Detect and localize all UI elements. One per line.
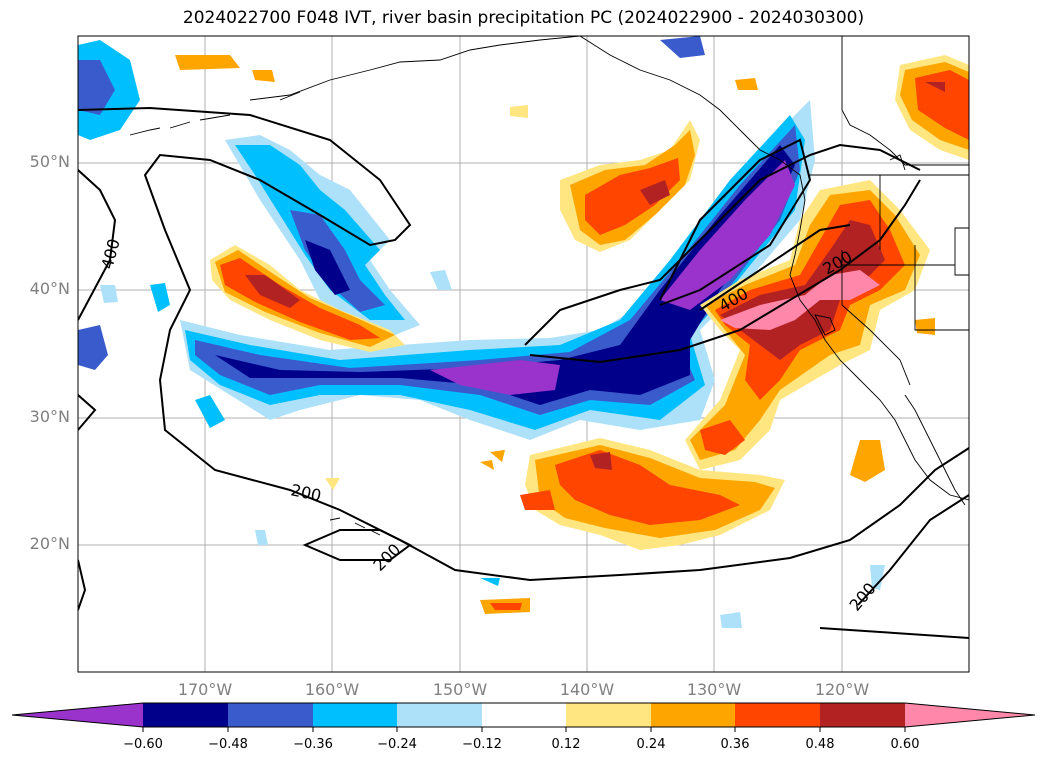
positive-pc-west-band <box>175 55 528 352</box>
lat-label: 30°N <box>29 407 70 426</box>
colorbar-tick-label: 0.12 <box>551 737 581 752</box>
lon-label: 160°W <box>304 680 360 699</box>
ivt-contours <box>78 106 969 639</box>
lat-label: 40°N <box>29 279 70 298</box>
colorbar-tick-label: −0.12 <box>462 737 502 752</box>
lon-label: 140°W <box>559 680 615 699</box>
colorbar-segment-8 <box>651 703 735 727</box>
lon-label: 150°W <box>432 680 488 699</box>
coastlines <box>129 36 969 536</box>
colorbar-segment-2 <box>143 703 228 727</box>
colorbar-segment-9 <box>735 703 820 727</box>
colorbar-segment-7 <box>566 703 651 727</box>
colorbar-tick-label: −0.60 <box>123 737 163 752</box>
negative-pc-west <box>78 36 885 628</box>
colorbar-tick-label: −0.36 <box>293 737 333 752</box>
lon-label: 170°W <box>177 680 233 699</box>
lat-label: 50°N <box>29 152 70 171</box>
map-frame <box>77 35 970 673</box>
colorbar <box>11 702 1036 732</box>
colorbar-tick-label: −0.48 <box>208 737 248 752</box>
positive-pc-northeast-corner <box>735 55 969 160</box>
colorbar-segment-5 <box>397 703 482 727</box>
colorbar-segment-1 <box>12 703 143 727</box>
positive-pc-northeast-pacific <box>560 120 700 252</box>
map-title: 2024022700 F048 IVT, river basin precipi… <box>182 8 865 28</box>
colorbar-tick-label: 0.48 <box>805 737 835 752</box>
colorbar-segment-6 <box>482 703 566 727</box>
negative-pc-band <box>180 100 815 440</box>
colorbar-tick-label: 0.36 <box>720 737 750 752</box>
colorbar-tick-label: −0.24 <box>377 737 417 752</box>
colorbar-tick-label: 0.60 <box>890 737 920 752</box>
colorbar-tick-marks <box>142 727 906 732</box>
map-area <box>78 36 969 672</box>
colorbar-segment-11 <box>905 703 1035 727</box>
negative-pc-northwest <box>225 135 420 335</box>
positive-pc-california <box>685 180 935 482</box>
lat-label: 20°N <box>29 534 70 553</box>
colorbar-segment-4 <box>313 703 397 727</box>
lon-label: 130°W <box>686 680 742 699</box>
lon-label: 120°W <box>814 680 870 699</box>
colorbar-segment-10 <box>820 703 905 727</box>
colorbar-segment-3 <box>228 703 313 727</box>
colorbar-tick-label: 0.24 <box>636 737 666 752</box>
positive-pc-subtropical <box>325 438 785 614</box>
